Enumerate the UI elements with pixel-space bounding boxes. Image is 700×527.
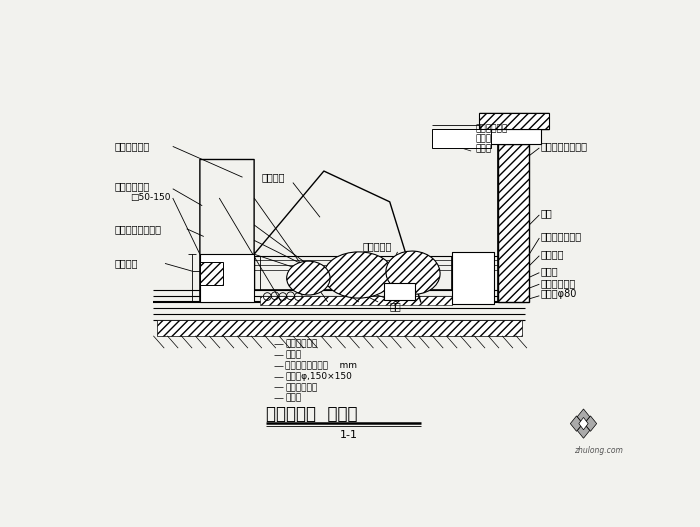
Bar — [479, 113, 549, 129]
Polygon shape — [570, 416, 582, 431]
Text: 玻璃钢仿叠石: 玻璃钢仿叠石 — [115, 141, 150, 151]
Text: 排水管φ80: 排水管φ80 — [541, 289, 578, 299]
Text: 找平层混凝土: 找平层混凝土 — [285, 383, 317, 392]
Text: zhulong.com: zhulong.com — [574, 446, 623, 455]
Text: 金属网φ,150×150: 金属网φ,150×150 — [285, 372, 352, 381]
Text: 找平层: 找平层 — [285, 350, 301, 359]
Text: 找平层: 找平层 — [475, 134, 491, 143]
Bar — [260, 296, 452, 305]
Ellipse shape — [287, 261, 330, 295]
Bar — [200, 254, 254, 302]
Text: 防水层: 防水层 — [475, 144, 491, 153]
Text: 接排水管: 接排水管 — [115, 258, 138, 268]
Bar — [384, 282, 414, 300]
Text: 混凝土: 混凝土 — [541, 266, 559, 276]
Text: 水泵: 水泵 — [390, 301, 402, 311]
Text: □50-150: □50-150 — [130, 193, 171, 202]
Bar — [498, 144, 529, 302]
Text: 结构层: 结构层 — [285, 394, 301, 403]
Text: 玻璃钢仿天然石: 玻璃钢仿天然石 — [541, 231, 582, 241]
Bar — [158, 320, 522, 336]
Text: 水下照明: 水下照明 — [262, 172, 286, 182]
Text: 玻璃钢仿卵石: 玻璃钢仿卵石 — [115, 181, 150, 191]
Polygon shape — [578, 409, 589, 424]
Text: 接给水管: 接给水管 — [541, 249, 564, 259]
Text: 墙体: 墙体 — [541, 208, 552, 218]
Text: 1-1: 1-1 — [340, 430, 358, 440]
Text: 玻璃钢外喷仿石漆: 玻璃钢外喷仿石漆 — [115, 224, 162, 234]
Bar — [486, 129, 541, 144]
Text: 橡胶防水垫（层）    mm: 橡胶防水垫（层） mm — [285, 362, 357, 370]
Bar — [433, 129, 491, 148]
Text: 形铁构件固定木柴: 形铁构件固定木柴 — [541, 141, 588, 151]
Ellipse shape — [324, 252, 393, 298]
Bar — [452, 252, 494, 304]
Ellipse shape — [386, 251, 440, 294]
Polygon shape — [579, 417, 588, 430]
Text: 装饰石铺面层: 装饰石铺面层 — [285, 340, 317, 349]
Bar — [200, 262, 223, 285]
Polygon shape — [578, 423, 589, 438]
Text: 装饰石铺面层: 装饰石铺面层 — [475, 124, 507, 133]
Text: 叠水大样图  剖面图: 叠水大样图 剖面图 — [266, 405, 357, 423]
Text: 瀑布蓄水池: 瀑布蓄水池 — [363, 241, 392, 251]
Text: 找平层混凝土: 找平层混凝土 — [541, 278, 576, 288]
Polygon shape — [584, 416, 596, 431]
Bar — [452, 252, 494, 304]
